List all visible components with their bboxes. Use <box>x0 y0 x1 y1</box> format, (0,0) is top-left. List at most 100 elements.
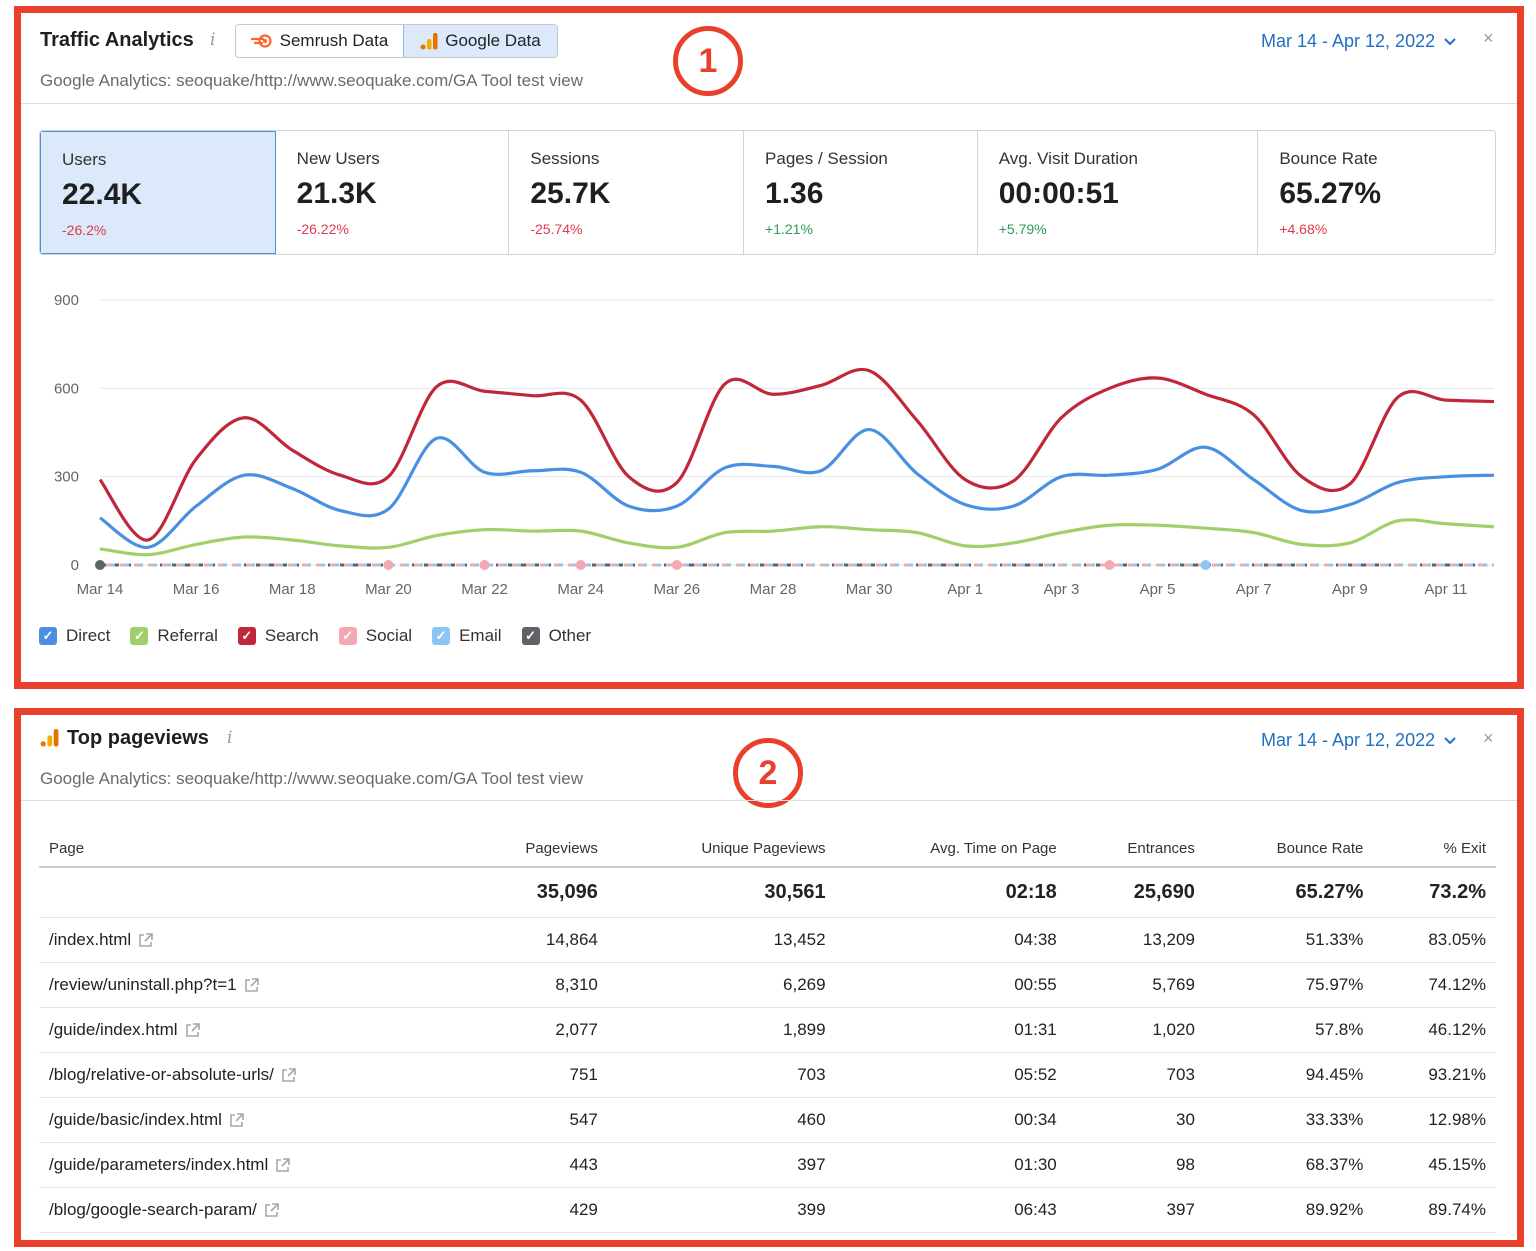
header-divider <box>21 800 1517 801</box>
external-link-icon[interactable] <box>274 1157 291 1174</box>
legend-item-referral[interactable]: ✓ Referral <box>130 626 218 646</box>
cell-value: 00:55 <box>835 962 1067 1008</box>
chevron-down-icon <box>1444 37 1456 45</box>
cell-value: 547 <box>461 1097 608 1143</box>
table-row: /blog/google-search-param/429 399 06:43 397… <box>39 1187 1496 1233</box>
y-tick-label: 900 <box>54 292 79 309</box>
baseline-point <box>1104 560 1115 570</box>
header-divider <box>21 103 1517 104</box>
column-header-avg-time-on-page[interactable]: Avg. Time on Page <box>835 830 1067 868</box>
metric-value: 21.3K <box>296 177 377 210</box>
traffic-analytics-frame <box>14 6 1524 689</box>
cell-value: 00:34 <box>835 1097 1067 1143</box>
checkbox-checked-icon[interactable]: ✓ <box>432 627 451 645</box>
cell-value: 46.12% <box>1373 1007 1496 1053</box>
legend-item-email[interactable]: ✓ Email <box>432 626 502 646</box>
legend-label: Other <box>548 626 592 645</box>
table-row: /index.html 14,864 13,452 04:38 13,209 51.33%… <box>39 917 1496 963</box>
series-line-search <box>98 367 1495 542</box>
cell-value: 33.33% <box>1204 1097 1374 1143</box>
table-row: /blog/relative-or-absolute-urls/751 703 05… <box>39 1052 1496 1098</box>
metric-label: New Users <box>296 149 380 168</box>
column-header-exit[interactable]: % Exit <box>1373 830 1496 868</box>
metric-value: 65.27% <box>1279 177 1382 210</box>
checkbox-checked-icon[interactable]: ✓ <box>521 627 540 645</box>
page-path-link[interactable]: /blog/relative-or-absolute-urls/ <box>49 1065 274 1084</box>
external-link-icon[interactable] <box>243 977 260 994</box>
annotation-badge-1: 1 <box>673 26 743 96</box>
y-tick-label: 300 <box>54 469 79 486</box>
baseline-point <box>95 560 105 570</box>
info-icon[interactable]: i <box>210 30 216 50</box>
cell-value: 1,020 <box>1066 1007 1205 1053</box>
metric-change: +1.21% <box>765 221 813 237</box>
cell-value: 703 <box>1066 1052 1205 1098</box>
close-icon[interactable]: × <box>1483 728 1494 748</box>
cell-value: 13,209 <box>1066 917 1205 963</box>
x-tick-label: Mar 14 <box>77 581 124 598</box>
semrush-data-button[interactable]: Semrush Data <box>236 25 403 57</box>
external-link-icon[interactable] <box>263 1202 280 1219</box>
metric-card-avg-visit-duration[interactable]: Avg. Visit Duration 00:00:51 +5.79% <box>978 131 1259 254</box>
x-tick-label: Mar 20 <box>365 581 412 598</box>
date-range-picker-1[interactable]: Mar 14 - Apr 12, 2022 <box>1261 31 1457 52</box>
cell-value: 13,452 <box>607 917 836 963</box>
cell-value: 06:43 <box>835 1187 1067 1233</box>
date-range-picker-2[interactable]: Mar 14 - Apr 12, 2022 <box>1261 730 1457 751</box>
info-icon[interactable]: i <box>227 728 233 748</box>
column-header-unique-pageviews[interactable]: Unique Pageviews <box>607 830 836 868</box>
legend-item-direct[interactable]: ✓ Direct <box>39 626 110 646</box>
external-link-icon[interactable] <box>184 1022 201 1039</box>
external-link-icon[interactable] <box>137 932 154 949</box>
date-range-label: Mar 14 - Apr 12, 2022 <box>1261 730 1436 750</box>
checkbox-checked-icon[interactable]: ✓ <box>130 627 149 645</box>
checkbox-checked-icon[interactable]: ✓ <box>237 627 256 645</box>
metric-card-bounce-rate[interactable]: Bounce Rate 65.27% +4.68% <box>1258 131 1495 254</box>
legend-label: Direct <box>66 626 111 645</box>
page-path-link[interactable]: /guide/index.html <box>49 1020 178 1039</box>
external-link-icon[interactable] <box>228 1112 245 1129</box>
metric-card-new-users[interactable]: New Users 21.3K -26.22% <box>276 131 510 254</box>
cell-value: 6,269 <box>607 962 836 1008</box>
metric-card-sessions[interactable]: Sessions 25.7K -25.74% <box>509 131 745 254</box>
page-path-link[interactable]: /review/uninstall.php?t=1 <box>49 975 237 994</box>
page-path-link[interactable]: /index.html <box>49 930 132 949</box>
cell-value: 68.37% <box>1204 1142 1374 1188</box>
legend-item-other[interactable]: ✓ Other <box>521 626 592 646</box>
external-link-icon[interactable] <box>280 1067 297 1084</box>
chevron-down-icon <box>1444 736 1456 744</box>
baseline-point <box>575 560 586 570</box>
google-data-button[interactable]: Google Data <box>402 25 557 57</box>
page-path-link[interactable]: /blog/google-search-param/ <box>49 1200 257 1219</box>
column-header-bounce-rate[interactable]: Bounce Rate <box>1204 830 1374 868</box>
y-tick-label: 600 <box>54 380 79 397</box>
traffic-line-chart: 0 300 600 900 Mar 14 Mar 16 Mar 18 Mar 20 Mar 22… <box>54 292 1495 598</box>
legend-item-search[interactable]: ✓ Search <box>237 626 319 646</box>
column-header-page[interactable]: Page <box>39 830 462 868</box>
legend-label: Referral <box>157 626 218 645</box>
x-tick-label: Mar 26 <box>653 581 700 598</box>
cell-value: 14,864 <box>461 917 608 963</box>
cell-value: 443 <box>461 1142 608 1188</box>
checkbox-checked-icon[interactable]: ✓ <box>338 627 357 645</box>
x-tick-label: Mar 28 <box>750 581 797 598</box>
baseline-point <box>1200 560 1211 570</box>
cell-value: 57.8% <box>1204 1007 1374 1053</box>
metric-card-users[interactable]: Users 22.4K -26.2% <box>40 131 276 254</box>
checkbox-checked-icon[interactable]: ✓ <box>39 627 57 645</box>
cell-value: 05:52 <box>835 1052 1067 1098</box>
page-path-link[interactable]: /guide/basic/index.html <box>49 1110 222 1129</box>
cell-value: 429 <box>461 1187 608 1233</box>
cell-value: 01:30 <box>835 1142 1067 1188</box>
close-icon[interactable]: × <box>1483 28 1494 48</box>
metric-card-pages-session[interactable]: Pages / Session 1.36 +1.21% <box>744 131 978 254</box>
metric-label: Avg. Visit Duration <box>998 149 1138 168</box>
legend-item-social[interactable]: ✓ Social <box>338 626 412 646</box>
series-line-referral <box>99 518 1495 557</box>
metric-change: -26.22% <box>296 221 349 237</box>
column-header-entrances[interactable]: Entrances <box>1066 830 1205 868</box>
metric-change: +5.79% <box>998 221 1047 237</box>
page-path-link[interactable]: /guide/parameters/index.html <box>49 1155 269 1174</box>
cell-value: 98 <box>1066 1142 1205 1188</box>
column-header-pageviews[interactable]: Pageviews <box>461 830 608 868</box>
